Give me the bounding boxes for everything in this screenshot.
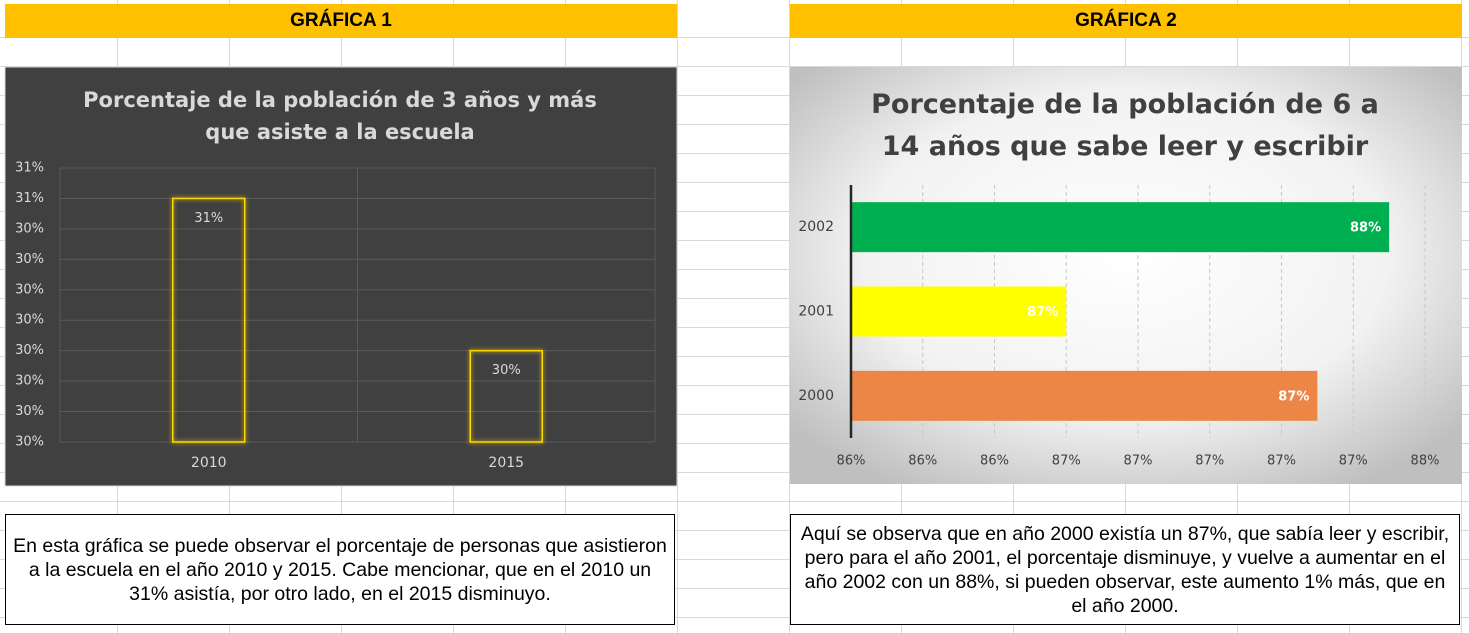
x-tick-label: 87%	[1195, 454, 1224, 469]
x-tick-label: 86%	[837, 454, 866, 469]
data-label: 30%	[492, 363, 521, 378]
bar	[172, 197, 246, 443]
y-tick-label: 30%	[15, 313, 44, 328]
y-tick-label: 30%	[15, 221, 44, 236]
x-tick-label: 2015	[488, 455, 524, 471]
bar	[851, 202, 1390, 253]
bar	[469, 349, 543, 443]
x-tick-label: 87%	[1124, 454, 1153, 469]
x-tick-label: 86%	[908, 454, 937, 469]
text-box: En esta gráfica se puede observar el por…	[5, 514, 675, 625]
y-tick-label: 30%	[15, 252, 44, 267]
data-label: 87%	[1278, 389, 1309, 404]
y-tick-label: 30%	[15, 374, 44, 389]
data-label: 87%	[1027, 305, 1058, 320]
header-cell: GRÁFICA 1	[5, 4, 677, 38]
x-tick-label: 2010	[191, 455, 227, 471]
chart-area	[4, 66, 678, 487]
y-tick-label: 31%	[15, 161, 44, 176]
x-tick-label: 88%	[1411, 454, 1440, 469]
y-tick-label: 31%	[15, 191, 44, 206]
text-box: Aquí se observa que en año 2000 existía …	[790, 514, 1460, 625]
chart-title: Porcentaje de la población de 3 años y m…	[83, 88, 597, 144]
data-label: 31%	[194, 211, 223, 226]
header-cell: GRÁFICA 2	[790, 4, 1462, 38]
x-tick-label: 86%	[980, 454, 1009, 469]
y-tick-label: 30%	[15, 435, 44, 450]
y-tick-label: 2000	[798, 388, 834, 404]
y-tick-label: 30%	[15, 282, 44, 297]
x-tick-label: 87%	[1339, 454, 1368, 469]
bar	[851, 286, 1067, 337]
chart-title: Porcentaje de la población de 6 a 14 año…	[871, 89, 1379, 162]
bar	[851, 370, 1318, 421]
data-label: 88%	[1350, 221, 1381, 236]
y-tick-label: 30%	[15, 404, 44, 419]
y-tick-label: 30%	[15, 343, 44, 358]
y-tick-label: 2002	[798, 219, 834, 235]
x-tick-label: 87%	[1267, 454, 1296, 469]
x-tick-label: 87%	[1052, 454, 1081, 469]
y-tick-label: 2001	[798, 304, 834, 320]
